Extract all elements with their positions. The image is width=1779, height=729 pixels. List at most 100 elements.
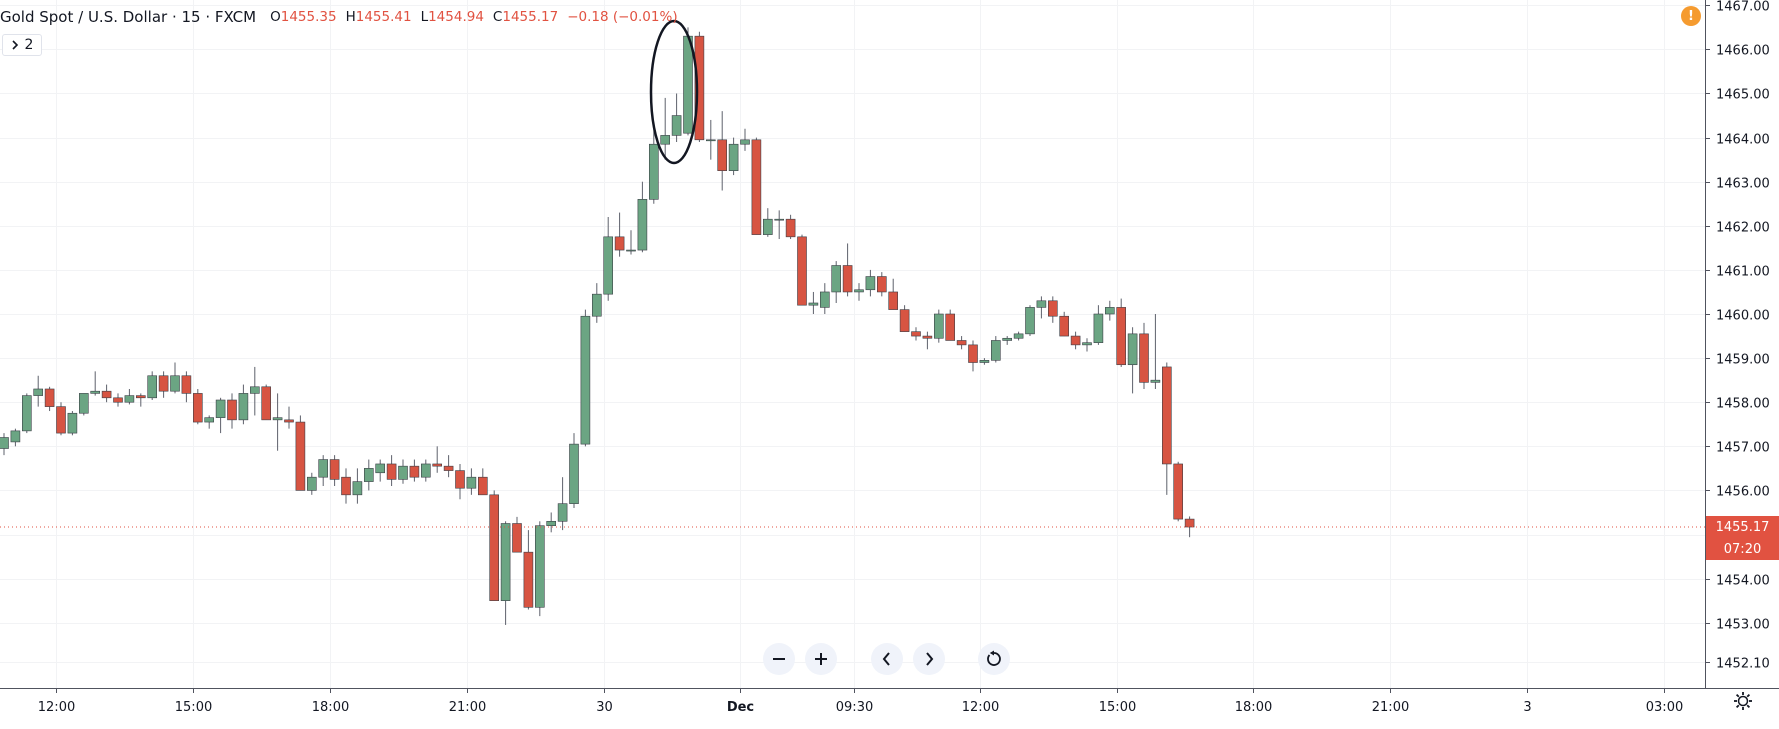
candle: [899, 305, 910, 332]
candle: [215, 397, 226, 434]
reset-chart-button[interactable]: [978, 643, 1010, 675]
candle-body: [842, 265, 853, 293]
time-tick-label: Dec: [727, 700, 754, 715]
price-tick-label: 1462.00: [1716, 221, 1770, 236]
candle: [21, 393, 32, 434]
time-tick-label: 21:00: [1372, 700, 1409, 715]
candle-body: [432, 463, 443, 467]
price-tick-label: 1458.00: [1716, 397, 1770, 412]
warning-icon[interactable]: !: [1681, 6, 1701, 26]
candle: [762, 208, 773, 237]
indicators-count: 2: [24, 37, 34, 53]
candle-body: [648, 143, 659, 200]
candle: [56, 402, 66, 436]
scroll-left-button[interactable]: [871, 643, 903, 675]
candle-body: [797, 236, 807, 306]
candle: [728, 137, 739, 176]
candle-body: [158, 375, 169, 392]
candle-body: [466, 476, 477, 489]
candle-body: [79, 393, 89, 414]
candle: [10, 428, 21, 447]
candle: [455, 463, 465, 500]
candle: [956, 336, 967, 350]
candle: [101, 384, 112, 403]
scroll-right-button[interactable]: [913, 643, 945, 675]
price-tick-label: 1453.00: [1716, 618, 1770, 633]
candle: [352, 468, 363, 504]
candle: [1139, 322, 1149, 389]
candle: [614, 212, 625, 257]
candle: [158, 371, 169, 398]
candle-body: [1002, 337, 1013, 341]
candle-body: [933, 313, 944, 339]
price-tick-label: 1467.00: [1716, 0, 1770, 15]
candle: [44, 386, 55, 412]
candle: [329, 455, 340, 487]
candle: [1150, 314, 1161, 389]
candle: [1048, 296, 1058, 323]
candle-body: [1025, 307, 1035, 335]
time-tick-label: 12:00: [38, 700, 75, 715]
ohlc-low: L1454.94: [420, 9, 484, 25]
candle: [375, 459, 386, 482]
candle: [945, 309, 956, 341]
price-tick-label: 1457.00: [1716, 441, 1770, 456]
candle: [1127, 327, 1138, 394]
price-change: −0.18 (−0.01%): [567, 9, 678, 25]
chevron-right-icon: [11, 40, 18, 50]
candle: [1070, 331, 1081, 350]
candle-body: [1162, 366, 1172, 465]
candle-body: [295, 421, 306, 491]
candle: [523, 530, 534, 610]
candle-body: [1070, 335, 1081, 346]
price-tick-label: 1454.00: [1716, 574, 1770, 589]
candle-body: [534, 525, 545, 608]
indicators-toggle-button[interactable]: 2: [2, 34, 42, 56]
price-axis[interactable]: 1452.101453.001454.001455.001456.001457.…: [1705, 0, 1770, 672]
candle: [227, 393, 237, 429]
candle: [534, 521, 545, 617]
zoom-out-button[interactable]: [763, 643, 795, 675]
candle-body: [1173, 463, 1183, 520]
zoom-controls: [763, 643, 837, 675]
symbol-title[interactable]: Gold Spot / U.S. Dollar · 15 · FXCM: [0, 8, 257, 26]
reset-icon: [987, 650, 1001, 666]
ohlc-open: O1455.35: [270, 9, 337, 25]
candle: [261, 384, 272, 421]
candle: [705, 119, 716, 160]
candle: [1116, 298, 1126, 367]
candle-body: [250, 386, 260, 394]
time-tick-label: 18:00: [312, 700, 349, 715]
candle: [306, 472, 317, 495]
candle-body: [375, 463, 386, 474]
candle: [363, 459, 374, 491]
candle: [591, 283, 602, 323]
candle: [512, 516, 522, 553]
candle: [717, 111, 728, 191]
zoom-in-button[interactable]: [805, 643, 837, 675]
settings-button[interactable]: [1730, 688, 1756, 714]
candle-body: [1116, 307, 1126, 366]
candle-body: [717, 139, 728, 171]
candle: [341, 468, 351, 504]
candle-body: [56, 406, 66, 434]
time-axis[interactable]: 12:00 15:00 18:00 21:00 30 Dec 09:30 12:00 15:00…: [38, 688, 1683, 715]
candle-body: [227, 399, 237, 421]
candle-body: [762, 218, 773, 235]
candle: [603, 216, 614, 301]
candle: [147, 371, 157, 401]
candle-body: [945, 313, 956, 341]
candle-body: [968, 344, 978, 363]
candle: [922, 331, 933, 350]
candle: [1036, 296, 1047, 319]
grid-lines: [0, 0, 1705, 688]
candle-body: [124, 395, 135, 403]
candle-body: [1036, 300, 1047, 308]
candle-body: [591, 293, 602, 317]
candle-body: [1139, 333, 1149, 383]
candle-body: [500, 523, 511, 601]
candle: [0, 433, 9, 456]
candle: [432, 446, 443, 473]
candle: [842, 243, 853, 297]
